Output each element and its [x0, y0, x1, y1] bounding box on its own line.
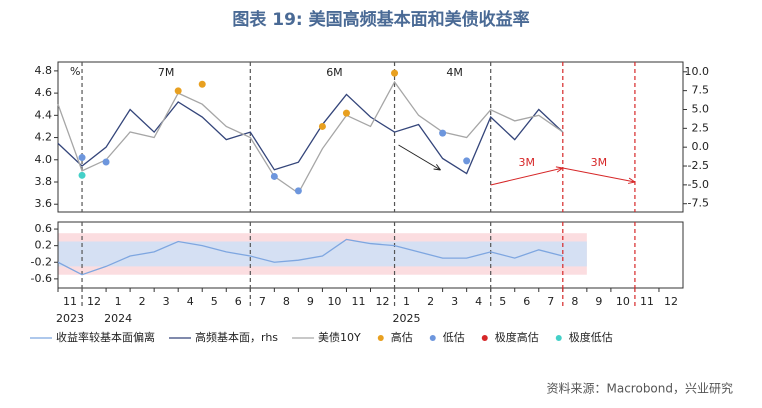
legend-label: 收益率较基本面偏离	[56, 330, 155, 344]
scatter-point	[463, 157, 471, 165]
scatter-point	[391, 69, 399, 77]
annotation: 7M	[158, 66, 175, 79]
arrow	[398, 144, 441, 171]
scatter-point	[342, 109, 350, 117]
legend-label: 低估	[443, 331, 465, 344]
series-line	[57, 93, 564, 175]
scatter-point	[318, 122, 326, 130]
x-tick-label: 10	[616, 295, 630, 308]
arrow-head	[627, 177, 636, 184]
legend-label: 高估	[391, 330, 413, 344]
y-tick-label: 0.6	[35, 222, 53, 235]
scatter-point	[78, 154, 86, 162]
legend-marker	[481, 335, 488, 341]
scatter-point	[439, 129, 447, 137]
annotation: 3M	[519, 156, 536, 169]
y-tick-label: 4.4	[35, 108, 53, 121]
scatter-point	[270, 172, 278, 180]
x-tick-label: 9	[595, 295, 602, 308]
x-tick-label: 6	[235, 295, 242, 308]
legend-label: 高频基本面，rhs	[195, 330, 278, 344]
y2-tick-label: 5.0	[692, 102, 710, 115]
x-tick-label: 12	[376, 295, 390, 308]
x-tick-label: 11	[640, 295, 654, 308]
legend-marker	[377, 335, 384, 341]
x-tick-label: 5	[211, 295, 218, 308]
x-tick-label: 6	[523, 295, 530, 308]
y-tick-label: 4.6	[35, 86, 53, 99]
arrow	[490, 167, 563, 186]
x-tick-label: 11	[63, 295, 77, 308]
x-tick-label: 4	[475, 295, 482, 308]
x-tick-label: 5	[499, 295, 506, 308]
plot-frame	[57, 61, 684, 213]
x-tick-label: 11	[351, 295, 365, 308]
x-tick-label: 8	[283, 295, 290, 308]
x-tick-label: 1	[403, 295, 410, 308]
y-tick-label: 3.8	[35, 175, 53, 188]
year-label: 2025	[393, 312, 421, 325]
x-tick-label: 3	[451, 295, 458, 308]
x-tick-label: 10	[327, 295, 341, 308]
year-label: 2024	[104, 312, 132, 325]
x-tick-label: 12	[664, 295, 678, 308]
y-tick-label: 3.6	[35, 197, 53, 210]
band	[58, 241, 587, 267]
scatter-point	[78, 171, 86, 179]
y2-tick-label: 10.0	[685, 65, 710, 78]
x-tick-label: 12	[87, 295, 101, 308]
x-tick-label: 2	[427, 295, 434, 308]
x-tick-label: 2	[139, 295, 146, 308]
x-tick-label: 7	[547, 295, 554, 308]
legend-label: 美债10Y	[318, 330, 361, 344]
y2-tick-label: 7.5	[692, 84, 710, 97]
y2-tick-label: -7.5	[688, 197, 709, 210]
scatter-point	[102, 158, 110, 166]
annotation: 3M	[591, 156, 608, 169]
annotation: 6M	[326, 66, 343, 79]
x-tick-label: 9	[307, 295, 314, 308]
y2-tick-label: 0.0	[692, 140, 710, 153]
annotation: 4M	[446, 66, 463, 79]
y2-tick-label: 2.5	[692, 121, 710, 134]
y-tick-label: -0.2	[31, 255, 52, 268]
y2-tick-label: -5.0	[688, 178, 709, 191]
y2-tick-label: -2.5	[688, 159, 709, 172]
chart-title: 图表 19: 美国高频基本面和美债收益率	[232, 9, 529, 30]
x-tick-label: 4	[187, 295, 194, 308]
y-tick-label: 4.0	[35, 153, 53, 166]
year-label: 2023	[56, 312, 84, 325]
y-tick-label: -0.6	[31, 272, 52, 285]
legend-label: 极度低估	[569, 330, 613, 344]
x-tick-label: 7	[259, 295, 266, 308]
series-line	[57, 80, 564, 195]
x-tick-label: 3	[163, 295, 170, 308]
legend-marker	[555, 335, 562, 341]
arrow	[562, 167, 636, 183]
scatter-point	[174, 87, 182, 95]
unit-label: %	[70, 65, 80, 78]
legend-marker	[429, 335, 436, 341]
y-tick-label: 4.8	[35, 64, 53, 77]
x-tick-label: 8	[571, 295, 578, 308]
source: 资料来源：Macrobond，兴业研究	[547, 381, 734, 396]
scatter-point	[294, 187, 302, 195]
x-tick-label: 1	[115, 295, 122, 308]
legend-label: 极度高估	[495, 330, 539, 344]
arrow-head	[433, 164, 441, 171]
series-line	[57, 238, 563, 276]
scatter-point	[198, 80, 206, 88]
y-tick-label: 0.2	[35, 239, 53, 252]
y-tick-label: 4.2	[35, 131, 53, 144]
arrow-head	[555, 166, 564, 173]
